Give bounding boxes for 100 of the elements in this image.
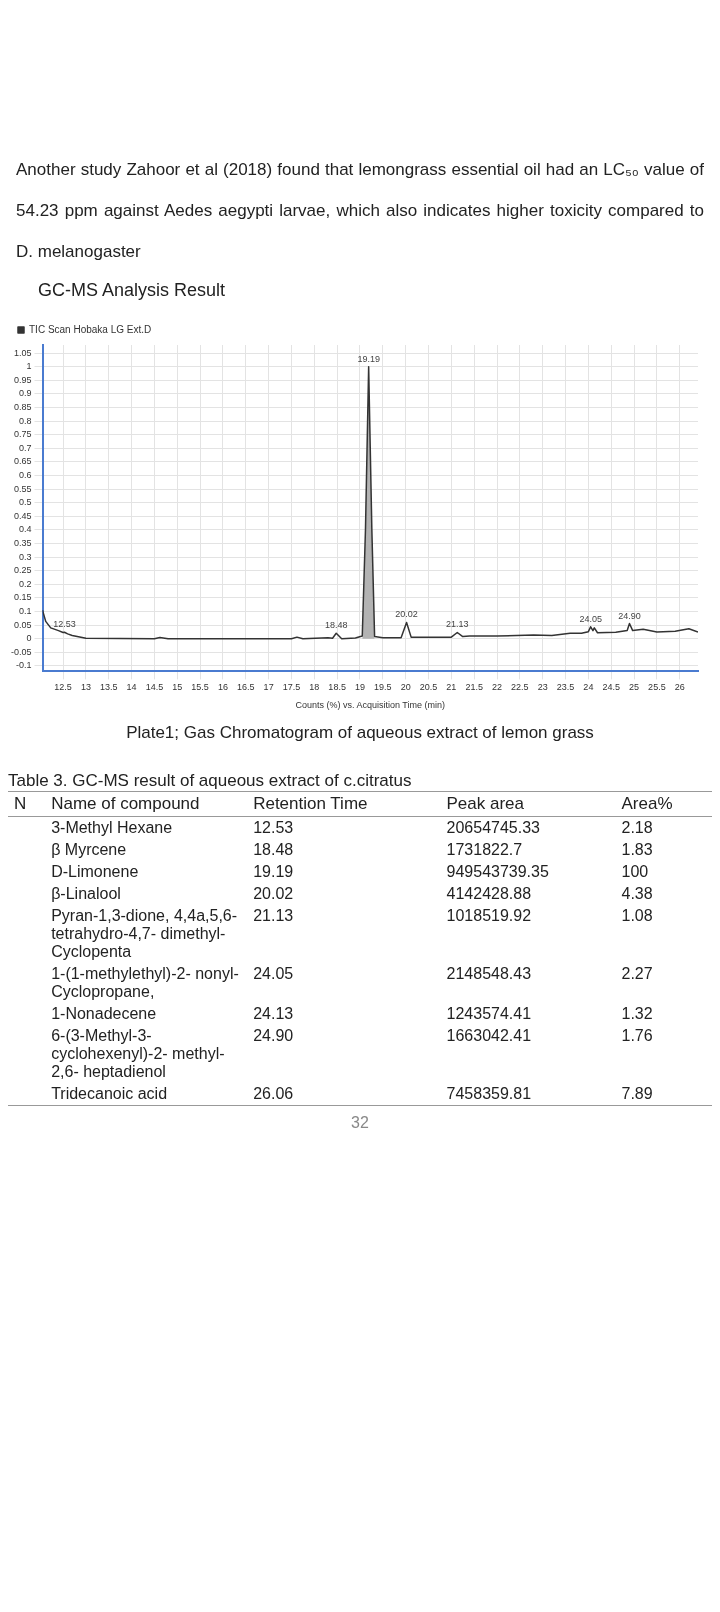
y-tick-label: 0 bbox=[26, 633, 32, 644]
y-tick-label: 0.55 bbox=[13, 484, 32, 495]
text: 7.89 bbox=[620, 1084, 654, 1105]
caption: Table 3. GC-MS result of aqueous extract of c.citratus bbox=[8, 771, 712, 793]
x-tick-label: 21.5 bbox=[465, 682, 483, 693]
annotation: 20.02 bbox=[395, 609, 418, 620]
text: Area% bbox=[620, 793, 674, 816]
text: 1-(1-methylethyl)-2- nonyl- Cyclopropane, bbox=[50, 964, 240, 1003]
text: β-Linalool bbox=[50, 884, 122, 905]
text: 1.83 bbox=[620, 840, 654, 861]
text: Another study Zahoor et al (2018) found that lemongrass essential oil had an LC₅₀ value of 54.23 ppm against Aedes aegypti larvae, which also indicates higher toxicity compared to D. melanogaster bbox=[16, 160, 704, 261]
text: 26.06 bbox=[252, 1084, 295, 1105]
y-tick-label: 0.1 bbox=[19, 606, 32, 617]
text: 21.13 bbox=[252, 906, 295, 927]
text: 7458359.81 bbox=[445, 1084, 533, 1105]
text: 1.32 bbox=[620, 1004, 654, 1025]
text: 20654745.33 bbox=[445, 818, 541, 839]
x-tick-label: 18.5 bbox=[328, 682, 346, 693]
y-tick-label: 0.2 bbox=[19, 579, 32, 590]
y-tick-label: 0.45 bbox=[13, 511, 32, 522]
text: Pyran-1,3-dione, 4,4a,5,6- tetrahydro-4,7- dimethyl- Cyclopenta bbox=[50, 906, 239, 963]
text: 2.27 bbox=[620, 964, 654, 985]
text: 32 bbox=[350, 1114, 370, 1133]
x-tick-label: 15.5 bbox=[191, 682, 209, 693]
x-tick-label: 26 bbox=[674, 682, 685, 693]
y-tick-label: 0.05 bbox=[13, 620, 32, 631]
text: 19.19 bbox=[252, 862, 295, 883]
x-tick-label: 23 bbox=[537, 682, 548, 693]
y-tick-label: 0.4 bbox=[19, 524, 32, 535]
y-tick-label: 0.7 bbox=[19, 443, 32, 454]
text: 1731822.7 bbox=[445, 840, 524, 861]
y-tick-label: 0.15 bbox=[13, 592, 32, 603]
x-tick-label: 14 bbox=[126, 682, 137, 693]
text: 2.18 bbox=[620, 818, 654, 839]
y-tick-label: 0.35 bbox=[13, 538, 32, 549]
text: 12.53 bbox=[252, 818, 295, 839]
text: Peak area bbox=[445, 793, 526, 816]
x-tick-label: 19.5 bbox=[374, 682, 392, 693]
x-tick-label: 20 bbox=[400, 682, 411, 693]
y-tick-label: 0.85 bbox=[13, 402, 32, 413]
annotation: 19.19 bbox=[357, 354, 380, 365]
text: 24.13 bbox=[252, 1004, 295, 1025]
annotation: 24.90 bbox=[618, 610, 641, 621]
x-tick-label: 22.5 bbox=[511, 682, 529, 693]
x-tick-label: 24.5 bbox=[602, 682, 620, 693]
x-tick-label: 25 bbox=[629, 682, 640, 693]
x-tick-label: 17.5 bbox=[282, 682, 301, 693]
text: D-Limonene bbox=[50, 862, 140, 883]
x-tick-label: 16.5 bbox=[237, 682, 255, 693]
x-tick-label: 23.5 bbox=[556, 682, 575, 693]
annotation: 24.05 bbox=[579, 614, 602, 625]
x-tick-label: 16 bbox=[217, 682, 228, 693]
x-tick-label: 25.5 bbox=[648, 682, 666, 693]
x-tick-label: 20.5 bbox=[419, 682, 438, 693]
y-tick-label: 0.75 bbox=[13, 429, 32, 440]
text: 1-Nonadecene bbox=[50, 1004, 158, 1025]
text: 3-Methyl Hexane bbox=[50, 818, 174, 839]
text: 24.05 bbox=[252, 964, 295, 985]
y-tick-label: 0.25 bbox=[13, 565, 32, 576]
text: 100 bbox=[620, 862, 650, 883]
y-tick-label: 1.05 bbox=[13, 348, 32, 359]
text: 2148548.43 bbox=[445, 964, 533, 985]
text: 949543739.35 bbox=[445, 862, 550, 883]
text: β Myrcene bbox=[50, 840, 128, 861]
x-tick-label: 14.5 bbox=[145, 682, 164, 693]
annotation: 18.48 bbox=[324, 620, 348, 631]
y-tick-label: 0.65 bbox=[13, 456, 32, 467]
text: 18.48 bbox=[252, 840, 295, 861]
y-tick-label: -0.1 bbox=[16, 660, 32, 671]
y-tick-label: 0.8 bbox=[19, 416, 32, 427]
x-tick-label: 17 bbox=[263, 682, 274, 693]
x-tick-label: 19 bbox=[354, 682, 365, 693]
text: 1.76 bbox=[620, 1026, 654, 1047]
y-tick-label: 0.3 bbox=[19, 552, 32, 563]
text: Retention Time bbox=[252, 793, 369, 816]
legend-label: TIC Scan Hobaka LG Ext.D bbox=[29, 324, 152, 336]
text: 1663042.41 bbox=[445, 1026, 533, 1047]
text: 1243574.41 bbox=[445, 1004, 533, 1025]
text: 1.08 bbox=[620, 906, 654, 927]
x-tick-label: 15 bbox=[172, 682, 183, 693]
x-axis-title: Counts (%) vs. Acquisition Time (min) bbox=[295, 700, 446, 711]
annotation: 12.53 bbox=[53, 619, 76, 630]
text: Name of compound bbox=[50, 793, 201, 816]
text: Tridecanoic acid bbox=[50, 1084, 169, 1105]
text: 4142428.88 bbox=[445, 884, 533, 905]
x-tick-label: 21 bbox=[446, 682, 457, 693]
y-tick-label: 0.9 bbox=[19, 388, 32, 399]
text: N bbox=[13, 793, 28, 816]
y-tick-label: 0.6 bbox=[19, 470, 32, 481]
y-tick-label: 0.5 bbox=[19, 497, 32, 508]
x-tick-label: 13 bbox=[80, 682, 91, 693]
annotation: 21.13 bbox=[446, 619, 469, 630]
y-tick-label: 0.95 bbox=[13, 375, 32, 386]
x-tick-label: 22 bbox=[492, 682, 503, 693]
x-tick-label: 18 bbox=[309, 682, 320, 693]
x-tick-label: 12.5 bbox=[54, 682, 72, 693]
text: 20.02 bbox=[252, 884, 295, 905]
text: 6-(3-Methyl-3- cyclohexenyl)-2- methyl- 2,6- heptadienol bbox=[50, 1026, 226, 1083]
y-tick-label: -0.05 bbox=[11, 647, 32, 658]
text: Plate1; Gas Chromatogram of aqueous extract of lemon grass bbox=[125, 723, 595, 744]
